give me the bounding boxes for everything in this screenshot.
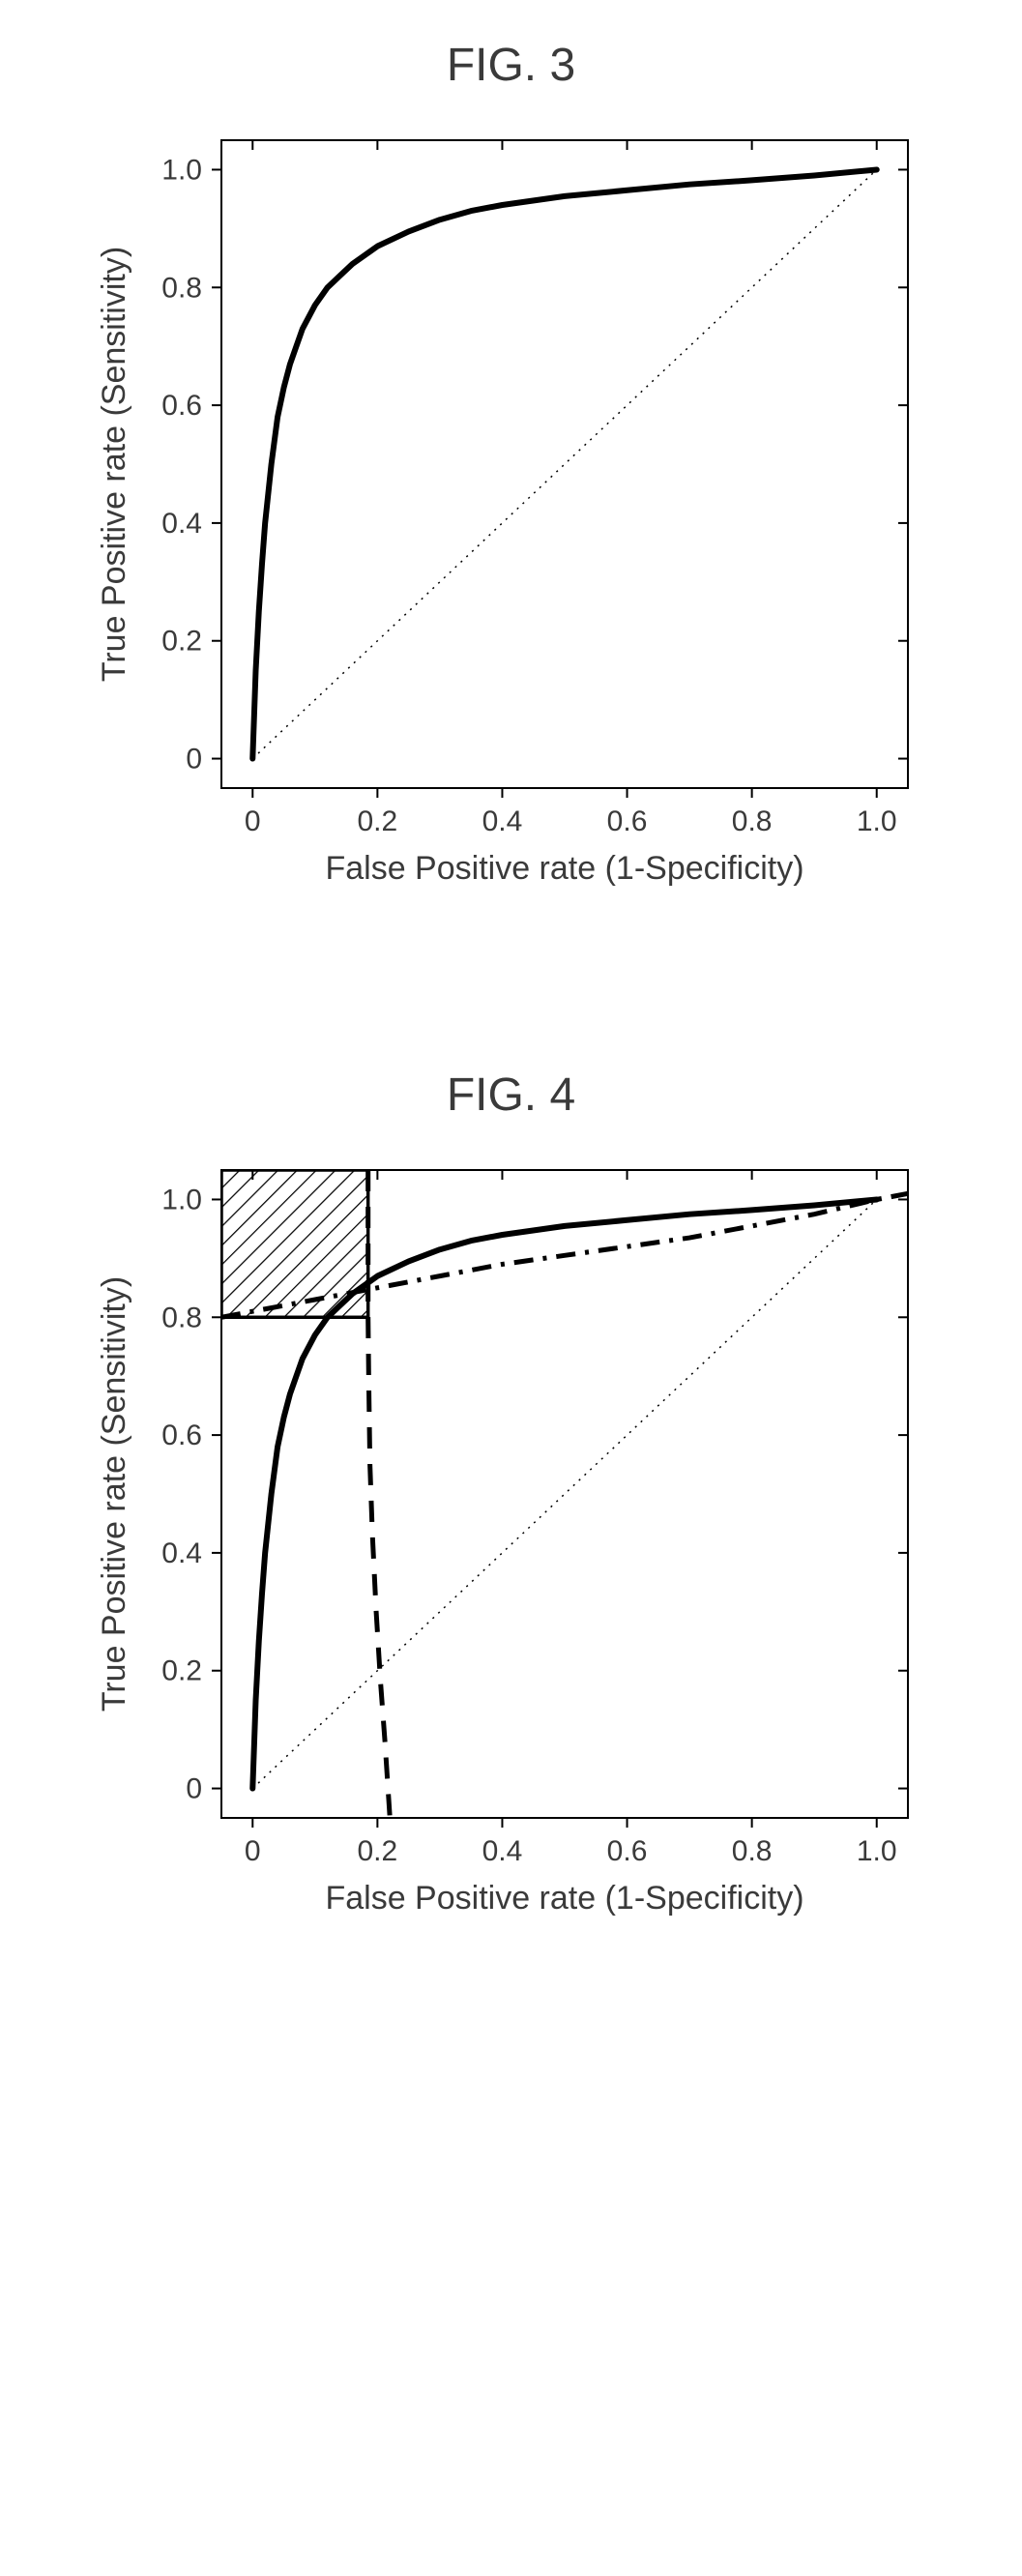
- x-tick-label: 1.0: [856, 805, 896, 837]
- x-tick-label: 1.0: [856, 1835, 896, 1867]
- x-axis-label: False Positive rate (1-Specificity): [325, 1880, 803, 1917]
- y-tick-label: 0.4: [161, 508, 202, 540]
- dashed-curve: [367, 1170, 390, 1818]
- figure-3-title: FIG. 3: [447, 39, 575, 92]
- y-tick-label: 0.6: [161, 390, 202, 422]
- x-tick-label: 0.6: [606, 1835, 647, 1867]
- y-axis-label: True Positive rate (Sensitivity): [96, 1276, 132, 1712]
- x-tick-label: 0.4: [482, 805, 522, 837]
- x-tick-label: 0.6: [606, 805, 647, 837]
- y-tick-label: 0: [186, 1773, 202, 1805]
- figure-3: FIG. 3 0 0.2 0.4 0.6 0.8 1.0 0 0.2 0.4 0.6 0.8 1.0 F…: [86, 0, 937, 914]
- figure-4: FIG. 4 0 0.2 0.4 0.6 0.8 1.0 0 0.2 0.4 0.6 0.8 1.0 F…: [86, 1030, 937, 1944]
- y-tick-label: 0.2: [161, 1655, 202, 1687]
- y-tick-label: 0.8: [161, 272, 202, 304]
- x-tick-label: 0.8: [731, 805, 772, 837]
- x-tick-label: 0.2: [357, 1835, 397, 1867]
- figure-3-chart: 0 0.2 0.4 0.6 0.8 1.0 0 0.2 0.4 0.6 0.8 1.0 False Po…: [86, 121, 937, 914]
- y-tick-label: 0.4: [161, 1537, 202, 1569]
- x-axis-label: False Positive rate (1-Specificity): [325, 850, 803, 887]
- y-tick-label: 0.8: [161, 1302, 202, 1333]
- y-tick-label: 0.6: [161, 1420, 202, 1451]
- roc-curve: [252, 169, 876, 758]
- y-axis-label: True Positive rate (Sensitivity): [96, 247, 132, 682]
- figure-4-title: FIG. 4: [447, 1068, 575, 1122]
- y-tick-label: 0.2: [161, 626, 202, 658]
- figure-4-chart: 0 0.2 0.4 0.6 0.8 1.0 0 0.2 0.4 0.6 0.8 1.0 False Po…: [86, 1151, 937, 1944]
- diagonal-reference-line: [252, 169, 876, 758]
- y-tick-label: 0: [186, 744, 202, 776]
- x-tick-label: 0: [244, 805, 260, 837]
- y-tick-label: 1.0: [161, 154, 202, 186]
- x-tick-label: 0: [244, 1835, 260, 1867]
- x-tick-label: 0.4: [482, 1835, 522, 1867]
- x-tick-label: 0.8: [731, 1835, 772, 1867]
- x-tick-label: 0.2: [357, 805, 397, 837]
- y-tick-label: 1.0: [161, 1184, 202, 1215]
- hatched-region: [221, 1170, 368, 1317]
